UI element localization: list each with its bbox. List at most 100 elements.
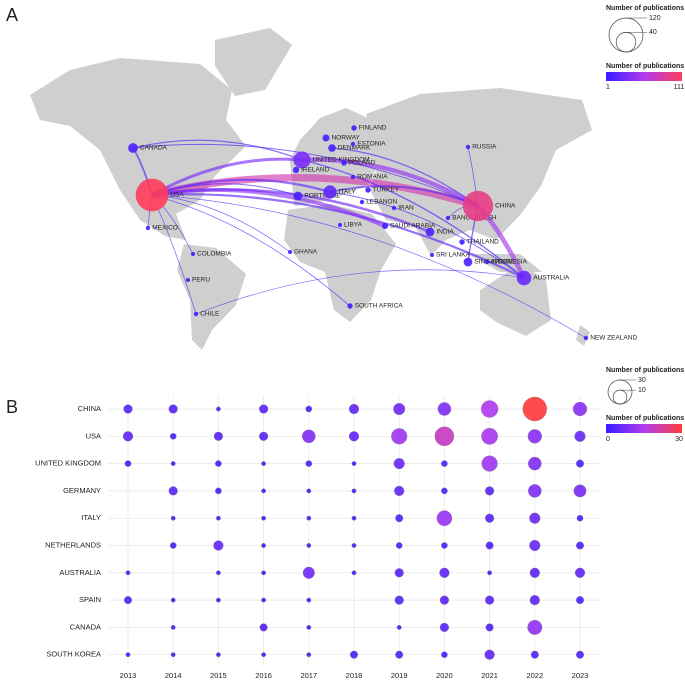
link	[151, 194, 587, 339]
x-tick-label: 2023	[572, 671, 589, 680]
country-node	[462, 190, 494, 222]
bubble	[306, 625, 312, 630]
country-node	[425, 227, 435, 237]
bubble	[485, 513, 495, 523]
country-node	[128, 143, 138, 153]
link	[132, 139, 303, 161]
bubble	[213, 431, 223, 441]
country-label: AUSTRALIA	[533, 275, 570, 282]
country-node	[347, 303, 353, 309]
country-label: FINLAND	[359, 125, 387, 132]
size-legend-title: Number of publications	[606, 367, 684, 374]
bubble	[439, 622, 449, 632]
bubble	[306, 652, 312, 658]
country-label: PORTUGAL	[304, 193, 340, 200]
bubble	[123, 404, 133, 414]
country-label: SINGAPORE	[474, 259, 513, 266]
bubble	[395, 542, 403, 549]
country-label: INDIA	[436, 229, 454, 236]
bubble	[170, 515, 176, 521]
country-label: UNITED KINGDOM	[313, 157, 370, 164]
country-label: INDONESIA	[491, 259, 527, 266]
color-legend-title: Number of publications	[606, 415, 684, 422]
color-legend-min: 0	[606, 436, 610, 443]
bubble	[576, 459, 584, 468]
size-legend-circle	[612, 389, 628, 405]
row-label: GERMANY	[63, 486, 101, 495]
bubble	[527, 429, 542, 444]
bubble	[529, 595, 540, 606]
bubble	[350, 650, 358, 659]
australia	[480, 264, 551, 336]
size-legend-title: Number of publications	[606, 5, 684, 12]
bubble	[393, 458, 405, 470]
bubble	[124, 596, 132, 605]
country-label: LEBANON	[366, 199, 397, 206]
row-label: SPAIN	[79, 595, 101, 604]
country-label: THAILAND	[467, 239, 499, 246]
link	[301, 157, 480, 208]
asia	[366, 88, 592, 256]
country-label: SAUDI ARABIA	[390, 223, 436, 230]
country-label: CHILE	[200, 311, 220, 318]
country-label: MEXICO	[152, 225, 178, 232]
row-label: CHINA	[78, 404, 101, 413]
country-node	[292, 166, 300, 174]
size-legend-label: 120	[649, 15, 661, 22]
bubble	[487, 570, 492, 576]
bubble	[395, 514, 404, 523]
country-node	[484, 259, 490, 265]
bubble	[437, 402, 452, 416]
country-node	[191, 252, 195, 256]
bubble	[170, 461, 176, 466]
country-node	[391, 205, 397, 211]
country-label: RUSSIA	[472, 144, 497, 151]
bubble	[573, 484, 587, 498]
x-tick-label: 2022	[526, 671, 543, 680]
bubble	[216, 597, 221, 603]
bubble	[168, 486, 178, 496]
bubble	[259, 404, 269, 414]
country-node	[293, 191, 303, 201]
bubble	[351, 543, 357, 548]
country-label: ROMANIA	[357, 174, 388, 181]
link	[151, 174, 480, 210]
bubble	[169, 433, 177, 440]
bubble	[305, 405, 313, 413]
bubble	[485, 486, 495, 496]
country-node	[328, 144, 336, 152]
bubble	[394, 595, 404, 605]
color-legend-min: 1	[606, 84, 610, 91]
country-node	[351, 125, 357, 131]
country-label: IRELAND	[301, 167, 329, 174]
bubble	[216, 515, 221, 521]
bubble	[576, 650, 584, 659]
africa	[284, 204, 396, 322]
bubble	[529, 539, 541, 552]
bubble	[484, 649, 495, 660]
bubble	[481, 455, 498, 472]
country-node	[516, 270, 532, 286]
bubble	[261, 570, 266, 576]
bubble	[122, 431, 134, 442]
size-legend-label: 10	[638, 387, 646, 394]
color-legend-bar	[606, 72, 682, 81]
row-label: USA	[86, 431, 101, 440]
size-legend-label: 30	[638, 377, 646, 384]
country-label: ITALY	[339, 189, 357, 196]
link	[329, 191, 525, 279]
country-label: COLOMBIA	[197, 251, 232, 258]
country-label: TURKEY	[373, 187, 400, 194]
size-legend-circle	[608, 17, 644, 53]
bubble	[261, 461, 266, 466]
bubble	[485, 541, 494, 550]
bubble	[306, 597, 312, 603]
new-zealand	[576, 325, 590, 346]
bubble	[439, 595, 449, 605]
row-label: UNITED KINGDOM	[35, 459, 101, 468]
bubble	[394, 568, 404, 578]
country-node	[338, 223, 342, 227]
bubble	[480, 400, 499, 418]
country-node	[359, 199, 365, 205]
bubble	[434, 426, 455, 446]
